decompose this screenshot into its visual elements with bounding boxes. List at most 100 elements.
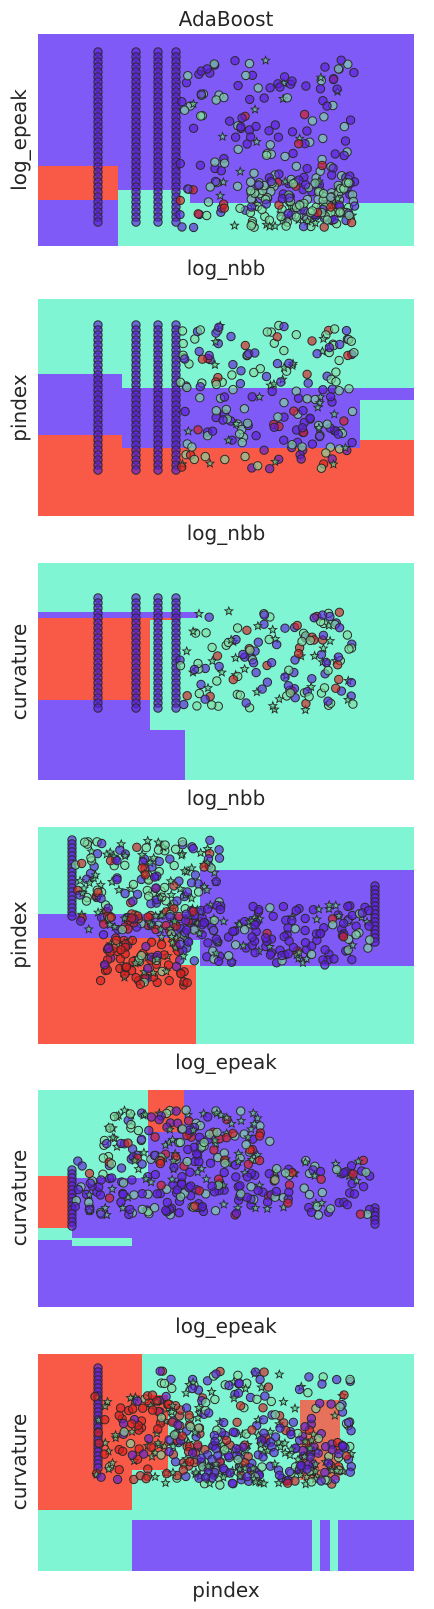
scatter-point xyxy=(344,210,354,221)
scatter-point xyxy=(287,127,298,137)
scatter-point xyxy=(363,943,373,953)
scatter-point xyxy=(296,1461,306,1471)
scatter-point xyxy=(136,849,148,860)
scatter-point xyxy=(205,182,215,192)
scatter-point xyxy=(326,1399,336,1409)
scatter-point xyxy=(175,661,186,671)
scatter-point xyxy=(265,464,275,474)
scatter-point xyxy=(189,664,200,675)
scatter-point xyxy=(344,178,354,188)
scatter-point xyxy=(194,1157,204,1167)
scatter-point xyxy=(331,683,341,693)
scatter-point xyxy=(194,688,205,699)
scatter-point xyxy=(307,439,318,449)
scatter-point xyxy=(299,1183,309,1193)
scatter-point xyxy=(103,943,114,954)
scatter-point xyxy=(137,1189,147,1199)
y-axis-label-5: curvature xyxy=(7,1150,31,1247)
scatter-point xyxy=(182,978,192,988)
scatter-point xyxy=(167,1467,179,1478)
scatter-point xyxy=(335,207,345,217)
scatter-point xyxy=(152,1189,163,1199)
scatter-point xyxy=(273,1436,285,1447)
scatter-point xyxy=(183,184,193,194)
scatter-point xyxy=(272,1164,282,1174)
scatter-point xyxy=(351,930,361,940)
scatter-point xyxy=(171,217,181,227)
scatter-point xyxy=(347,437,357,448)
scatter-point xyxy=(235,378,246,389)
scatter-point xyxy=(175,158,186,169)
scatter-point xyxy=(253,180,264,190)
scatter-point xyxy=(187,625,199,636)
scatter-point xyxy=(119,1105,130,1115)
scatter-point xyxy=(355,1209,366,1219)
scatter-point xyxy=(212,676,222,686)
scatter-point xyxy=(132,842,142,852)
scatter-point xyxy=(235,690,246,700)
scatter-point xyxy=(297,442,307,452)
scatter-point xyxy=(249,104,261,114)
scatter-point xyxy=(193,425,203,435)
scatter-point xyxy=(218,415,228,425)
scatter-point xyxy=(119,1427,129,1437)
scatter-point xyxy=(236,1189,246,1199)
scatter-point xyxy=(306,1477,317,1487)
scatter-point xyxy=(166,1174,178,1184)
scatter-point xyxy=(310,178,320,188)
scatter-point xyxy=(351,1175,362,1186)
scatter-point xyxy=(259,93,269,103)
scatter-point xyxy=(175,1137,186,1148)
scatter-point xyxy=(239,663,250,674)
scatter-point xyxy=(153,703,163,713)
scatter-point xyxy=(148,852,159,863)
scatter-point xyxy=(223,605,235,616)
scatter-point xyxy=(196,111,206,121)
scatter-point xyxy=(147,1390,158,1400)
scatter-point xyxy=(196,1453,206,1463)
scatter-point xyxy=(102,1396,113,1407)
scatter-point xyxy=(184,1410,194,1420)
scatter-point xyxy=(322,419,332,429)
scatter-point xyxy=(95,975,106,986)
scatter-point xyxy=(295,200,305,210)
y-axis-label-4: pindex xyxy=(7,901,31,969)
scatter-point xyxy=(92,907,104,917)
scatter-point xyxy=(334,623,345,633)
scatter-point xyxy=(264,634,274,645)
scatter-point xyxy=(199,862,209,872)
scatter-point xyxy=(255,1439,266,1450)
scatter-point xyxy=(203,1460,214,1471)
scatter-point xyxy=(291,330,301,340)
scatter-point xyxy=(166,1374,176,1385)
scatter-point xyxy=(192,1149,202,1159)
scatter-point xyxy=(333,64,344,74)
scatter-point xyxy=(161,1205,171,1216)
scatter-point xyxy=(201,1173,212,1184)
scatter-point xyxy=(200,1472,211,1482)
scatter-point xyxy=(106,1159,117,1169)
scatter-point xyxy=(237,113,247,123)
scatter-point xyxy=(287,915,297,926)
scatter-point xyxy=(219,92,229,103)
scatter-point xyxy=(296,454,306,464)
scatter-4 xyxy=(67,835,380,990)
scatter-point xyxy=(252,620,263,631)
scatter-point xyxy=(151,953,163,964)
scatter-point xyxy=(328,74,339,85)
scatter-point xyxy=(107,1173,117,1183)
scatter-point xyxy=(284,358,294,368)
scatter-point xyxy=(259,610,270,620)
scatter-point xyxy=(113,884,125,895)
scatter-point xyxy=(318,642,329,653)
scatter-point xyxy=(125,1438,136,1449)
scatter-point xyxy=(195,393,205,403)
scatter-point xyxy=(141,843,152,853)
x-axis-label-5: log_epeak xyxy=(175,1314,277,1338)
scatter-point xyxy=(169,916,180,926)
scatter-point xyxy=(102,1138,112,1149)
scatter-point xyxy=(138,1403,148,1413)
scatter-point xyxy=(127,1450,138,1460)
scatter-point xyxy=(310,1458,321,1469)
